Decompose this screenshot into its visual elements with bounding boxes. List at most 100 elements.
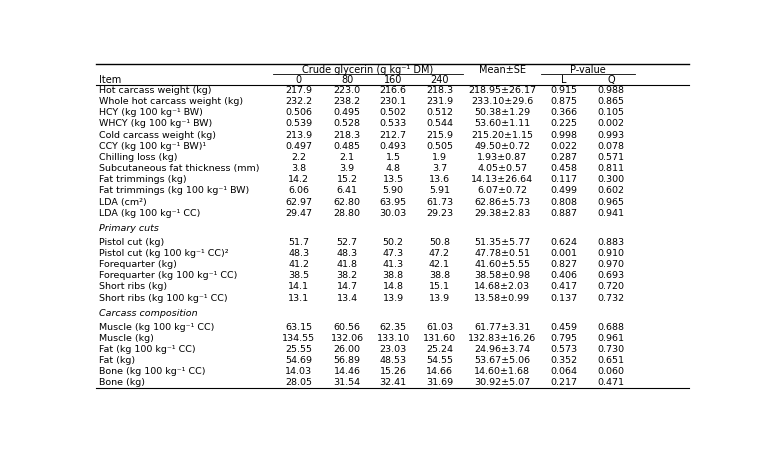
Text: CCY (kg 100 kg⁻¹ BW)¹: CCY (kg 100 kg⁻¹ BW)¹ <box>99 142 207 151</box>
Text: 14.8: 14.8 <box>382 282 404 292</box>
Text: 0.458: 0.458 <box>551 164 578 173</box>
Text: 38.58±0.98: 38.58±0.98 <box>474 271 530 280</box>
Text: 13.6: 13.6 <box>429 175 450 184</box>
Text: 30.03: 30.03 <box>379 209 407 218</box>
Text: 28.05: 28.05 <box>285 379 312 387</box>
Text: 0.965: 0.965 <box>597 198 624 206</box>
Text: 38.5: 38.5 <box>288 271 309 280</box>
Text: 29.38±2.83: 29.38±2.83 <box>474 209 530 218</box>
Text: 6.06: 6.06 <box>288 186 309 195</box>
Text: Forequarter (kg): Forequarter (kg) <box>99 260 177 269</box>
Text: 14.66: 14.66 <box>426 367 453 376</box>
Text: 0.287: 0.287 <box>551 153 578 162</box>
Text: 133.10: 133.10 <box>376 334 410 343</box>
Text: 4.05±0.57: 4.05±0.57 <box>477 164 527 173</box>
Text: 47.78±0.51: 47.78±0.51 <box>474 249 530 258</box>
Text: 0.001: 0.001 <box>551 249 578 258</box>
Text: Fat trimmings (kg): Fat trimmings (kg) <box>99 175 187 184</box>
Text: 132.83±16.26: 132.83±16.26 <box>468 334 536 343</box>
Text: L: L <box>562 75 567 85</box>
Text: 52.7: 52.7 <box>337 238 357 247</box>
Text: 240: 240 <box>430 75 449 85</box>
Text: 0.485: 0.485 <box>334 142 360 151</box>
Text: 0.352: 0.352 <box>551 356 578 365</box>
Text: 134.55: 134.55 <box>282 334 315 343</box>
Text: 48.3: 48.3 <box>337 249 357 258</box>
Text: 0.993: 0.993 <box>597 131 624 140</box>
Text: 13.58±0.99: 13.58±0.99 <box>474 293 530 303</box>
Text: Cold carcass weight (kg): Cold carcass weight (kg) <box>99 131 216 140</box>
Text: Fat (kg): Fat (kg) <box>99 356 135 365</box>
Text: 25.24: 25.24 <box>426 345 453 354</box>
Text: 0.887: 0.887 <box>551 209 578 218</box>
Text: 218.95±26.17: 218.95±26.17 <box>468 86 536 95</box>
Text: 0.225: 0.225 <box>551 120 578 128</box>
Text: 0.506: 0.506 <box>285 108 312 117</box>
Text: 14.7: 14.7 <box>337 282 357 292</box>
Text: Hot carcass weight (kg): Hot carcass weight (kg) <box>99 86 212 95</box>
Text: 0.573: 0.573 <box>551 345 578 354</box>
Text: 216.6: 216.6 <box>379 86 407 95</box>
Text: 0.941: 0.941 <box>597 209 624 218</box>
Text: 0.910: 0.910 <box>597 249 624 258</box>
Text: 14.1: 14.1 <box>288 282 309 292</box>
Text: 14.68±2.03: 14.68±2.03 <box>474 282 530 292</box>
Text: 62.86±5.73: 62.86±5.73 <box>474 198 530 206</box>
Text: 0.064: 0.064 <box>551 367 578 376</box>
Text: 0.002: 0.002 <box>597 120 624 128</box>
Text: 13.4: 13.4 <box>337 293 357 303</box>
Text: 61.03: 61.03 <box>426 323 453 332</box>
Text: 0.533: 0.533 <box>379 120 407 128</box>
Text: 1.5: 1.5 <box>386 153 401 162</box>
Text: Mean±SE: Mean±SE <box>479 65 526 75</box>
Text: 0.883: 0.883 <box>597 238 624 247</box>
Text: 0.539: 0.539 <box>285 120 312 128</box>
Text: 6.07±0.72: 6.07±0.72 <box>477 186 527 195</box>
Text: 0.471: 0.471 <box>597 379 624 387</box>
Text: Muscle (kg): Muscle (kg) <box>99 334 154 343</box>
Text: 38.8: 38.8 <box>429 271 450 280</box>
Text: HCY (kg 100 kg⁻¹ BW): HCY (kg 100 kg⁻¹ BW) <box>99 108 203 117</box>
Text: 0.459: 0.459 <box>551 323 578 332</box>
Text: Fat (kg 100 kg⁻¹ CC): Fat (kg 100 kg⁻¹ CC) <box>99 345 196 354</box>
Text: Subcutaneous fat thickness (mm): Subcutaneous fat thickness (mm) <box>99 164 259 173</box>
Text: 61.77±3.31: 61.77±3.31 <box>474 323 530 332</box>
Text: 0.406: 0.406 <box>551 271 578 280</box>
Text: 49.50±0.72: 49.50±0.72 <box>474 142 530 151</box>
Text: 41.8: 41.8 <box>337 260 357 269</box>
Text: 0.417: 0.417 <box>551 282 578 292</box>
Text: 54.55: 54.55 <box>426 356 453 365</box>
Text: 0.060: 0.060 <box>597 367 624 376</box>
Text: 233.10±29.6: 233.10±29.6 <box>471 97 533 106</box>
Text: 50.8: 50.8 <box>429 238 450 247</box>
Text: Pistol cut (kg 100 kg⁻¹ CC)²: Pistol cut (kg 100 kg⁻¹ CC)² <box>99 249 229 258</box>
Text: 41.2: 41.2 <box>288 260 309 269</box>
Text: 24.96±3.74: 24.96±3.74 <box>474 345 530 354</box>
Text: 50.38±1.29: 50.38±1.29 <box>474 108 530 117</box>
Text: 0.602: 0.602 <box>597 186 624 195</box>
Text: 132.06: 132.06 <box>330 334 363 343</box>
Text: 61.73: 61.73 <box>426 198 453 206</box>
Text: 6.41: 6.41 <box>337 186 357 195</box>
Text: 25.55: 25.55 <box>285 345 312 354</box>
Text: 13.1: 13.1 <box>288 293 309 303</box>
Text: 38.8: 38.8 <box>382 271 404 280</box>
Text: 0.811: 0.811 <box>597 164 624 173</box>
Text: 0.499: 0.499 <box>551 186 578 195</box>
Text: 3.8: 3.8 <box>291 164 306 173</box>
Text: 3.9: 3.9 <box>340 164 354 173</box>
Text: 217.9: 217.9 <box>285 86 312 95</box>
Text: 41.60±5.55: 41.60±5.55 <box>474 260 530 269</box>
Text: 14.2: 14.2 <box>288 175 309 184</box>
Text: 0.300: 0.300 <box>597 175 624 184</box>
Text: 26.00: 26.00 <box>334 345 360 354</box>
Text: 54.69: 54.69 <box>285 356 312 365</box>
Text: 0.961: 0.961 <box>597 334 624 343</box>
Text: 231.9: 231.9 <box>426 97 453 106</box>
Text: Chilling loss (kg): Chilling loss (kg) <box>99 153 177 162</box>
Text: 53.60±1.11: 53.60±1.11 <box>474 120 530 128</box>
Text: 30.92±5.07: 30.92±5.07 <box>474 379 530 387</box>
Text: 218.3: 218.3 <box>334 131 360 140</box>
Text: Q: Q <box>607 75 614 85</box>
Text: 0.693: 0.693 <box>597 271 624 280</box>
